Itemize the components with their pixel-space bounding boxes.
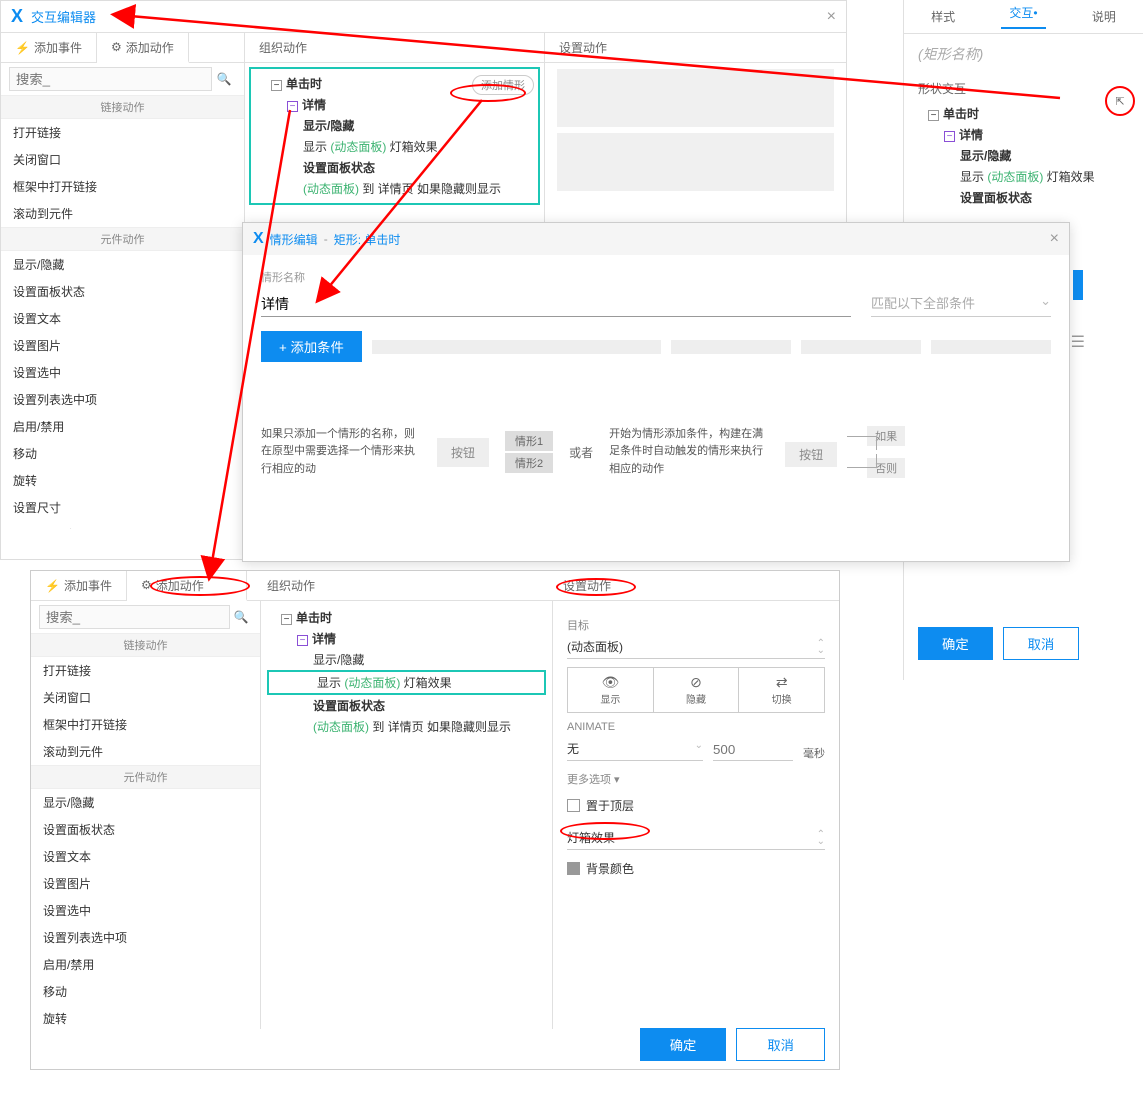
annotation-arrow [0,0,1143,1120]
